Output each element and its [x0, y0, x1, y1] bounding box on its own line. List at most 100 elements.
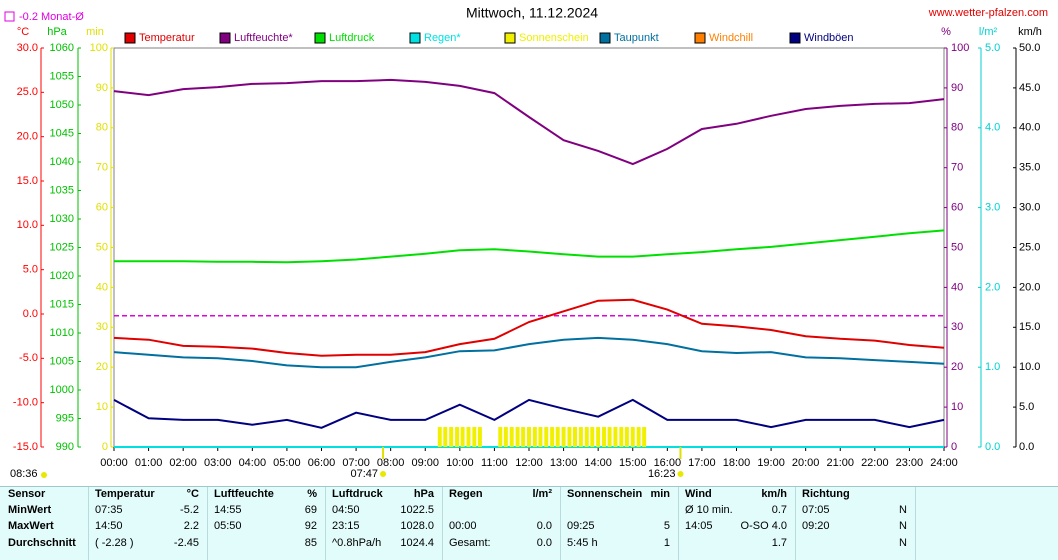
sunshine-bar — [515, 427, 520, 447]
cell-value: N — [899, 537, 907, 549]
y-tick-label: 0.0 — [23, 308, 38, 320]
column-separator — [325, 487, 326, 560]
row-label: MaxWert — [8, 520, 54, 532]
y-tick-label: -10.0 — [13, 397, 38, 409]
cell-value: -2.45 — [173, 537, 199, 549]
cell-time: 5:45 h — [567, 537, 598, 549]
y-tick-label: 10 — [96, 401, 108, 413]
y-tick-label: 1025 — [50, 241, 74, 253]
legend-label: Temperatur — [139, 32, 195, 44]
header-cell: Luftdruck — [332, 488, 383, 500]
cell-value: 92 — [304, 520, 317, 532]
y-tick-label: 1035 — [50, 184, 74, 196]
chart: Mittwoch, 11.12.2024 www.wetter-pfalzen.… — [4, 5, 1048, 480]
day-length: 08:36 — [10, 468, 38, 480]
sunshine-bar — [642, 427, 647, 447]
x-tick-label: 00:00 — [100, 457, 128, 469]
sunshine-bar — [455, 427, 460, 447]
column-separator — [560, 487, 561, 560]
axis-unit: °C — [17, 26, 29, 38]
cell-time: ^0.8hPa/h — [332, 537, 382, 549]
sunshine-bar — [449, 427, 454, 447]
x-tick-label: 08:00 — [377, 457, 405, 469]
sunshine-bar — [567, 427, 572, 447]
legend-swatch — [599, 32, 611, 44]
cell-value: N — [899, 504, 907, 516]
y-tick-label: 1.0 — [985, 361, 1000, 373]
y-tick-label: 70 — [951, 162, 963, 174]
y-tick-label: 40 — [951, 281, 963, 293]
y-tick-label: 1055 — [50, 70, 74, 82]
y-tick-label: 2.0 — [985, 281, 1000, 293]
x-tick-label: 02:00 — [169, 457, 197, 469]
sunshine-bar — [590, 427, 595, 447]
cell-time: 09:20 — [802, 520, 830, 532]
x-tick-label: 19:00 — [757, 457, 785, 469]
cell-value: O-SO 4.0 — [740, 520, 787, 532]
x-tick-label: 13:00 — [550, 457, 578, 469]
cell-value: 85 — [304, 537, 317, 549]
y-tick-label: 35.0 — [1019, 162, 1040, 174]
y-tick-label: 10.0 — [1019, 361, 1040, 373]
y-tick-label: 90 — [96, 82, 108, 94]
cell-time: 14:05 — [685, 520, 713, 532]
y-tick-label: 30.0 — [17, 42, 38, 54]
y-tick-label: 40.0 — [1019, 122, 1040, 134]
y-tick-label: 20 — [951, 361, 963, 373]
sunshine-bar — [477, 427, 482, 447]
sunshine-bar — [472, 427, 477, 447]
series-line — [113, 398, 945, 429]
y-tick-label: 10.0 — [17, 219, 38, 231]
header-unit: l/m² — [532, 488, 552, 500]
axis-unit: km/h — [1018, 26, 1042, 38]
sunshine-bar — [532, 427, 537, 447]
legend-swatch — [409, 32, 421, 44]
header-cell: Luftfeuchte — [214, 488, 274, 500]
x-tick-label: 03:00 — [204, 457, 232, 469]
cell-time: 04:50 — [332, 504, 360, 516]
legend-label: Windchill — [709, 32, 753, 44]
x-tick-label: 14:00 — [584, 457, 612, 469]
chart-title: Mittwoch, 11.12.2024 — [466, 5, 598, 21]
header-unit: % — [307, 488, 317, 500]
y-tick-label: 20 — [96, 361, 108, 373]
sunshine-bar — [466, 427, 471, 447]
y-tick-label: 1045 — [50, 127, 74, 139]
sunrise-label: 07:47 — [351, 468, 379, 480]
cell-value: 0.7 — [771, 504, 787, 516]
cell-value: 0.0 — [536, 520, 552, 532]
cell-value: N — [899, 520, 907, 532]
x-tick-label: 06:00 — [308, 457, 336, 469]
legend-swatch — [124, 32, 136, 44]
sunshine-bar — [561, 427, 566, 447]
sunshine-bar — [555, 427, 560, 447]
series-line — [113, 78, 945, 166]
cell-time: 09:25 — [567, 520, 595, 532]
column-separator — [915, 487, 916, 560]
cell-value: 0.0 — [536, 537, 552, 549]
cell-value: 2.2 — [183, 520, 199, 532]
y-tick-label: 5.0 — [985, 42, 1000, 54]
sunshine-bar — [503, 427, 508, 447]
day-length-dot — [41, 472, 47, 478]
x-tick-label: 15:00 — [619, 457, 647, 469]
y-tick-label: 0.0 — [985, 441, 1000, 453]
sunshine-bar — [509, 427, 514, 447]
sunshine-bar — [584, 427, 589, 447]
sunshine-bar — [602, 427, 607, 447]
series-line — [113, 336, 945, 369]
x-tick-label: 24:00 — [930, 457, 958, 469]
legend-swatch — [314, 32, 326, 44]
sunshine-bar — [630, 427, 635, 447]
legend-label: Luftdruck — [329, 32, 375, 44]
row-label: Durchschnitt — [8, 537, 76, 549]
sunshine-bar — [619, 427, 624, 447]
y-tick-label: 990 — [56, 441, 74, 453]
header-cell: Sensor — [8, 488, 46, 500]
cell-value: 1022.5 — [400, 504, 434, 516]
sunshine-bar — [521, 427, 526, 447]
y-tick-label: 0 — [102, 441, 108, 453]
x-tick-label: 20:00 — [792, 457, 820, 469]
y-tick-label: 5.0 — [23, 264, 38, 276]
header-unit: °C — [186, 488, 199, 500]
